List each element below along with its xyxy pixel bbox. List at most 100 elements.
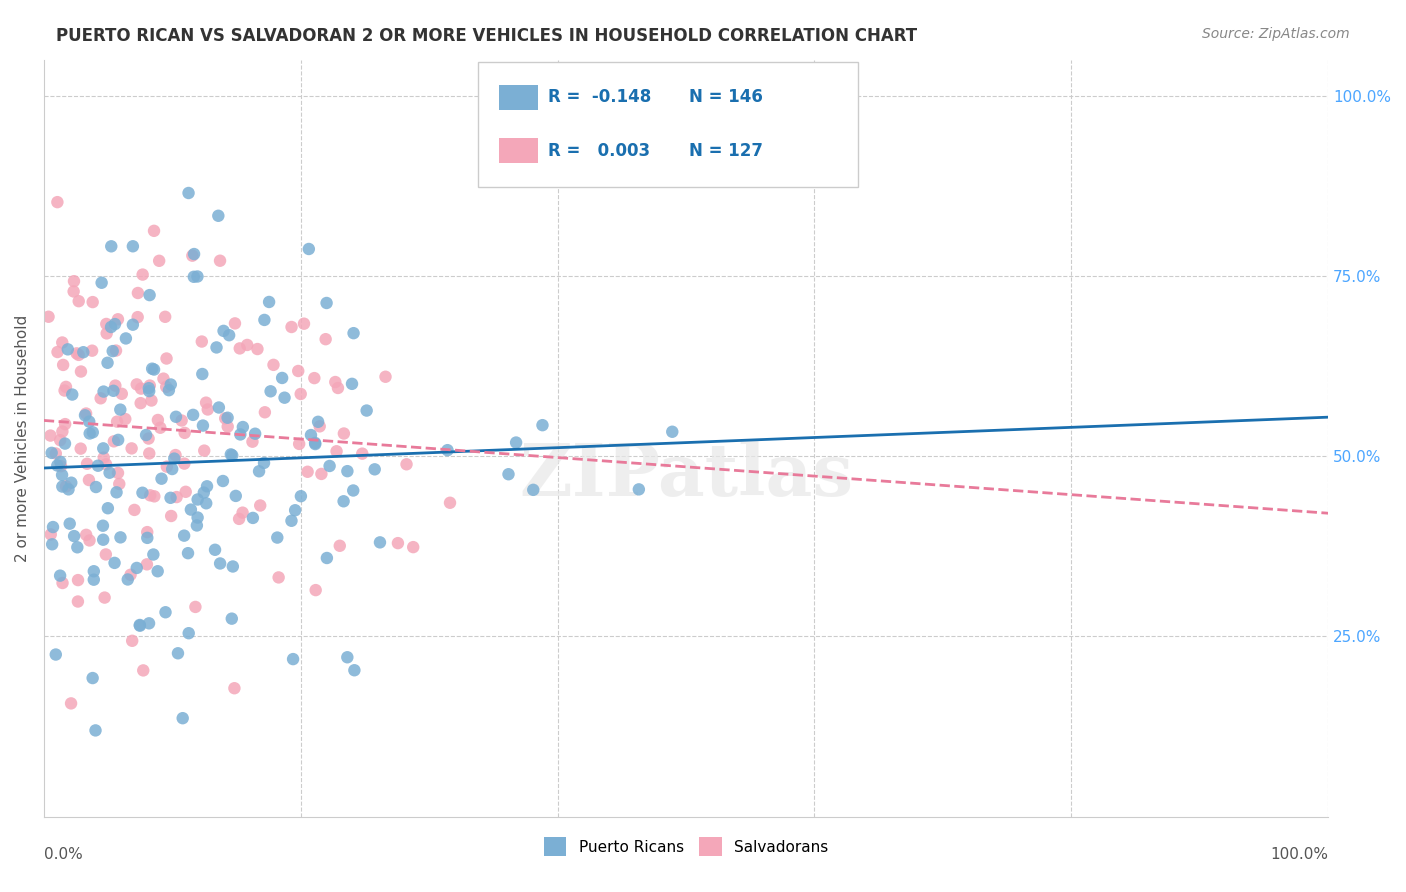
Point (84, 723, 107, 738)
Point (374, 369, 396, 384)
Point (253, 456, 276, 470)
Point (125, 377, 148, 392)
Point (73, 409, 96, 423)
Y-axis label: 2 or more Vehicles in Household: 2 or more Vehicles in Household (15, 315, 30, 562)
Point (336, 464, 359, 478)
Point (132, 664, 155, 678)
Point (167, 646, 190, 660)
Point (77, 415, 100, 429)
Point (297, 465, 319, 479)
Point (183, 247, 205, 261)
Point (110, 402, 132, 417)
Point (55, 479, 77, 493)
Point (224, 681, 246, 696)
Point (197, 402, 219, 417)
Point (318, 458, 340, 473)
Point (155, 351, 177, 366)
Point (39, 527, 62, 541)
Point (267, 570, 290, 584)
Point (342, 483, 364, 498)
Point (155, 605, 177, 619)
Point (100, 320, 122, 334)
Point (69, 442, 91, 456)
Text: 100.0%: 100.0% (1270, 847, 1329, 862)
Point (332, 494, 354, 508)
Point (107, 312, 129, 326)
Point (46, 345, 69, 359)
Point (186, 269, 208, 284)
Point (125, 561, 148, 575)
Point (208, 253, 231, 268)
Point (100, 239, 122, 253)
Point (153, 310, 176, 324)
Point (155, 380, 177, 394)
Point (304, 437, 326, 451)
Point (96, 317, 118, 331)
Point (326, 381, 349, 395)
Point (121, 633, 143, 648)
Point (439, 496, 461, 510)
Point (52, 358, 75, 372)
Point (94, 458, 117, 472)
Point (280, 514, 302, 528)
Point (204, 542, 226, 557)
Point (60, 387, 83, 401)
Point (51, 479, 73, 493)
Point (53, 417, 76, 431)
Point (209, 557, 232, 571)
Point (143, 224, 166, 238)
Point (101, 344, 124, 359)
Point (187, 492, 209, 507)
Point (45, 446, 67, 460)
Point (181, 249, 204, 263)
Point (183, 269, 205, 284)
Point (315, 296, 337, 310)
Point (522, 483, 544, 497)
Point (166, 490, 188, 504)
Point (266, 531, 288, 545)
Point (105, 485, 128, 500)
Point (159, 377, 181, 392)
Point (195, 395, 218, 409)
Point (91, 518, 114, 533)
Point (236, 338, 259, 352)
Point (243, 426, 266, 441)
Point (66, 541, 89, 555)
Point (138, 288, 160, 302)
Point (98, 466, 121, 480)
Point (91, 533, 114, 547)
Point (93, 450, 115, 465)
Point (299, 428, 322, 442)
Point (82, 343, 104, 358)
Point (212, 324, 235, 338)
Point (307, 415, 329, 429)
Point (232, 506, 254, 520)
Point (356, 403, 378, 417)
Point (75, 407, 97, 421)
Point (271, 371, 294, 385)
Point (131, 485, 153, 500)
Point (224, 317, 246, 331)
Point (72, 345, 94, 359)
Point (387, 536, 409, 550)
Point (129, 396, 152, 410)
Point (352, 447, 374, 461)
Point (143, 362, 166, 376)
Point (219, 447, 242, 461)
Point (304, 436, 326, 450)
Point (62, 285, 84, 299)
Point (217, 419, 239, 434)
Text: R =   0.003: R = 0.003 (548, 142, 651, 160)
Point (149, 421, 172, 435)
Point (498, 467, 520, 482)
Legend: Puerto Ricans, Salvadorans: Puerto Ricans, Salvadorans (537, 831, 835, 862)
Point (323, 375, 346, 389)
Point (49, 568, 72, 582)
Point (173, 425, 195, 440)
Point (90, 392, 112, 406)
Point (84, 480, 107, 494)
Point (136, 525, 159, 540)
Point (59, 516, 82, 531)
Point (141, 393, 163, 408)
Point (103, 384, 125, 398)
